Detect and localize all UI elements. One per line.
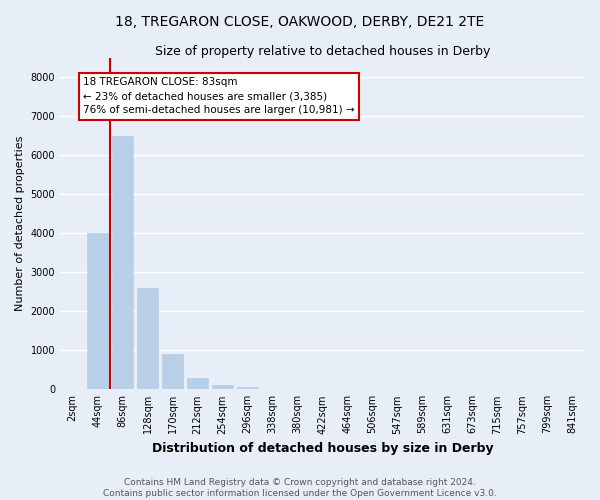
Bar — [237, 388, 258, 390]
Bar — [212, 386, 233, 390]
Text: 18 TREGARON CLOSE: 83sqm
← 23% of detached houses are smaller (3,385)
76% of sem: 18 TREGARON CLOSE: 83sqm ← 23% of detach… — [83, 78, 355, 116]
Bar — [187, 378, 208, 390]
X-axis label: Distribution of detached houses by size in Derby: Distribution of detached houses by size … — [152, 442, 493, 455]
Title: Size of property relative to detached houses in Derby: Size of property relative to detached ho… — [155, 45, 490, 58]
Y-axis label: Number of detached properties: Number of detached properties — [15, 136, 25, 312]
Text: Contains HM Land Registry data © Crown copyright and database right 2024.
Contai: Contains HM Land Registry data © Crown c… — [103, 478, 497, 498]
Bar — [137, 288, 158, 390]
Bar — [112, 136, 133, 390]
Bar — [162, 354, 183, 390]
Text: 18, TREGARON CLOSE, OAKWOOD, DERBY, DE21 2TE: 18, TREGARON CLOSE, OAKWOOD, DERBY, DE21… — [115, 15, 485, 29]
Bar — [87, 234, 108, 390]
